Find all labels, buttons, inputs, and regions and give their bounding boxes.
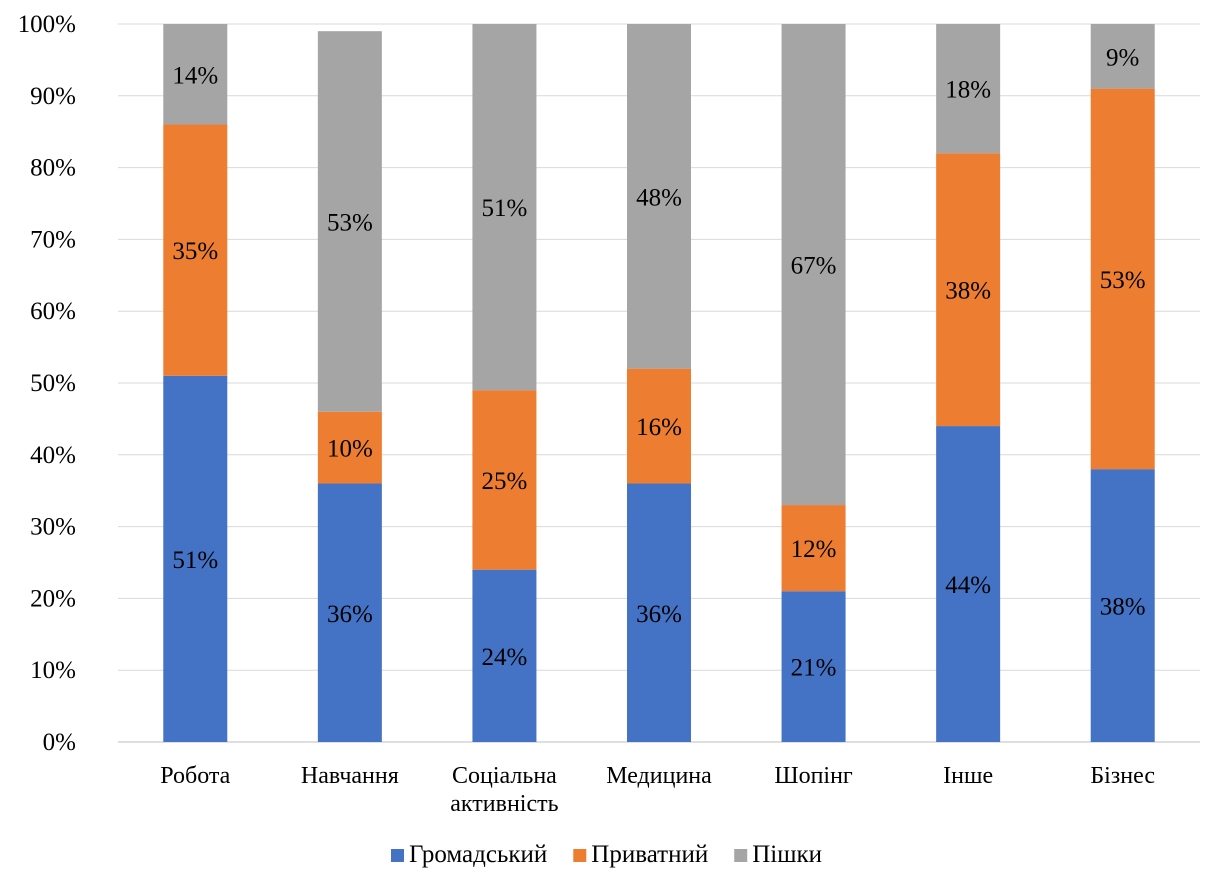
category-label: Шопінг xyxy=(774,763,853,789)
y-tick-label: 100% xyxy=(18,11,76,38)
data-label: 14% xyxy=(172,62,218,89)
y-axis: 0% 10% 20% 30% 40% 50% 60% 70% 80% 90% 100% xyxy=(18,11,76,756)
bar-segment xyxy=(1090,469,1155,742)
legend-label: Громадський xyxy=(409,841,547,868)
data-label: 48% xyxy=(636,184,682,211)
bar-segment xyxy=(781,591,846,742)
y-tick-label: 20% xyxy=(30,585,76,612)
legend-label: Пішки xyxy=(752,841,822,868)
data-label: 36% xyxy=(636,601,682,628)
data-label: 67% xyxy=(791,253,837,280)
category-label: активність xyxy=(450,791,558,817)
y-tick-label: 70% xyxy=(30,226,76,253)
category-label: Інше xyxy=(943,763,993,789)
y-tick-label: 60% xyxy=(30,298,76,325)
bar-segment xyxy=(627,368,691,484)
data-label: 44% xyxy=(945,572,991,599)
y-tick-label: 80% xyxy=(30,155,76,182)
legend: Громадський Приватний Пішки xyxy=(391,841,822,868)
legend-swatch xyxy=(734,849,748,862)
bar-segment xyxy=(317,483,382,742)
bar-segment xyxy=(936,24,1001,154)
bar-segment xyxy=(163,375,228,742)
bar-segment xyxy=(781,505,846,592)
data-label: 38% xyxy=(1100,594,1146,621)
bars xyxy=(163,24,1155,742)
data-label: 18% xyxy=(945,77,991,104)
data-label: 53% xyxy=(327,209,373,236)
bar-segment xyxy=(627,483,691,742)
bar-segment xyxy=(781,24,846,506)
y-tick-label: 0% xyxy=(43,729,76,756)
data-label: 51% xyxy=(482,195,528,222)
category-label: Робота xyxy=(160,763,230,789)
category-label: Навчання xyxy=(301,763,399,789)
category-label: Бізнес xyxy=(1090,763,1155,789)
bar-segment xyxy=(163,124,228,376)
data-label: 12% xyxy=(791,536,837,563)
category-label: Соціальна xyxy=(452,763,557,789)
legend-swatch xyxy=(391,849,405,862)
bar-segment xyxy=(1090,24,1155,89)
data-label: 21% xyxy=(791,655,837,682)
data-label: 38% xyxy=(945,278,991,305)
bar-segment xyxy=(936,153,1001,427)
y-tick-label: 40% xyxy=(30,442,76,469)
y-tick-label: 90% xyxy=(30,83,76,110)
legend-swatch xyxy=(573,849,587,862)
category-label: Медицина xyxy=(606,763,712,789)
data-label: 36% xyxy=(327,601,373,628)
data-labels: 51% 35% 14% 36% 10% 53% 24% 25% 51% 36% 16% 48% 21% 1… xyxy=(172,44,1145,681)
data-label: 51% xyxy=(172,547,218,574)
bar-segment xyxy=(317,31,382,412)
data-label: 53% xyxy=(1100,267,1146,294)
y-tick-label: 50% xyxy=(30,370,76,397)
bar-segment xyxy=(317,411,382,484)
data-label: 35% xyxy=(172,238,218,265)
data-label: 25% xyxy=(482,468,528,495)
bar-segment xyxy=(163,24,228,125)
data-label: 24% xyxy=(482,644,528,671)
data-label: 16% xyxy=(636,414,682,441)
data-label: 10% xyxy=(327,436,373,463)
bar-segment xyxy=(627,24,691,369)
data-label: 9% xyxy=(1106,44,1139,71)
bar-segment xyxy=(936,426,1001,742)
bar-segment xyxy=(472,24,537,391)
y-tick-label: 30% xyxy=(30,514,76,541)
bar-segment xyxy=(472,390,537,570)
bar-segment xyxy=(1090,88,1155,470)
bar-segment xyxy=(472,569,537,742)
legend-label: Приватний xyxy=(591,841,708,868)
y-tick-label: 10% xyxy=(30,657,76,684)
